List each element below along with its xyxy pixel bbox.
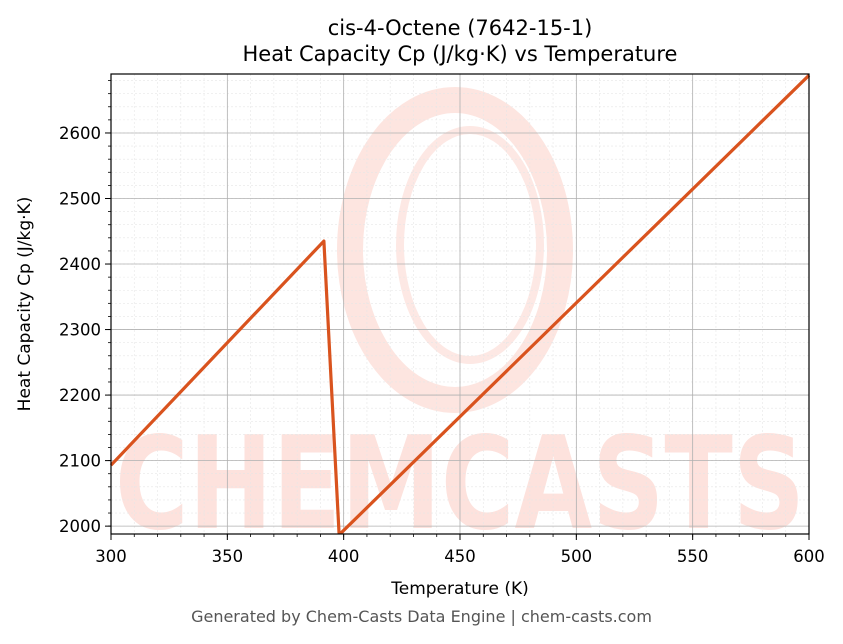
- x-axis-label: Temperature (K): [390, 579, 529, 599]
- y-tick-label: 2100: [59, 452, 101, 471]
- y-tick-label: 2500: [59, 190, 101, 209]
- x-tick-label: 550: [677, 547, 709, 566]
- footer-credit: Generated by Chem-Casts Data Engine | ch…: [191, 607, 652, 626]
- y-tick-label: 2000: [59, 517, 101, 536]
- series-line: [109, 74, 811, 535]
- x-tick-label: 600: [793, 547, 825, 566]
- series-layer: [109, 74, 811, 535]
- chart-subtitle: Heat Capacity Cp (J/kg·K) vs Temperature: [243, 42, 678, 66]
- x-tick-label: 400: [328, 547, 360, 566]
- chart-title: cis-4-Octene (7642-15-1): [328, 16, 593, 40]
- y-tick-label: 2400: [59, 255, 101, 274]
- y-tick-label: 2200: [59, 386, 101, 405]
- watermark-swirl-inner: [396, 126, 544, 364]
- tick-labels: 300 350 400 450 500 550 600 2000 2100 2200 2300 240…: [59, 124, 825, 566]
- x-tick-label: 350: [212, 547, 244, 566]
- x-tick-label: 500: [561, 547, 593, 566]
- watermark-swirl: [337, 87, 573, 413]
- chart: cis-4-Octene (7642-15-1) Heat Capacity C…: [15, 16, 825, 599]
- y-tick-label: 2300: [59, 321, 101, 340]
- y-tick-label: 2600: [59, 124, 101, 143]
- axis-ticks: [105, 80, 810, 540]
- x-tick-label: 300: [95, 547, 127, 566]
- x-tick-label: 450: [444, 547, 476, 566]
- y-axis-label: Heat Capacity Cp (J/kg·K): [15, 197, 35, 412]
